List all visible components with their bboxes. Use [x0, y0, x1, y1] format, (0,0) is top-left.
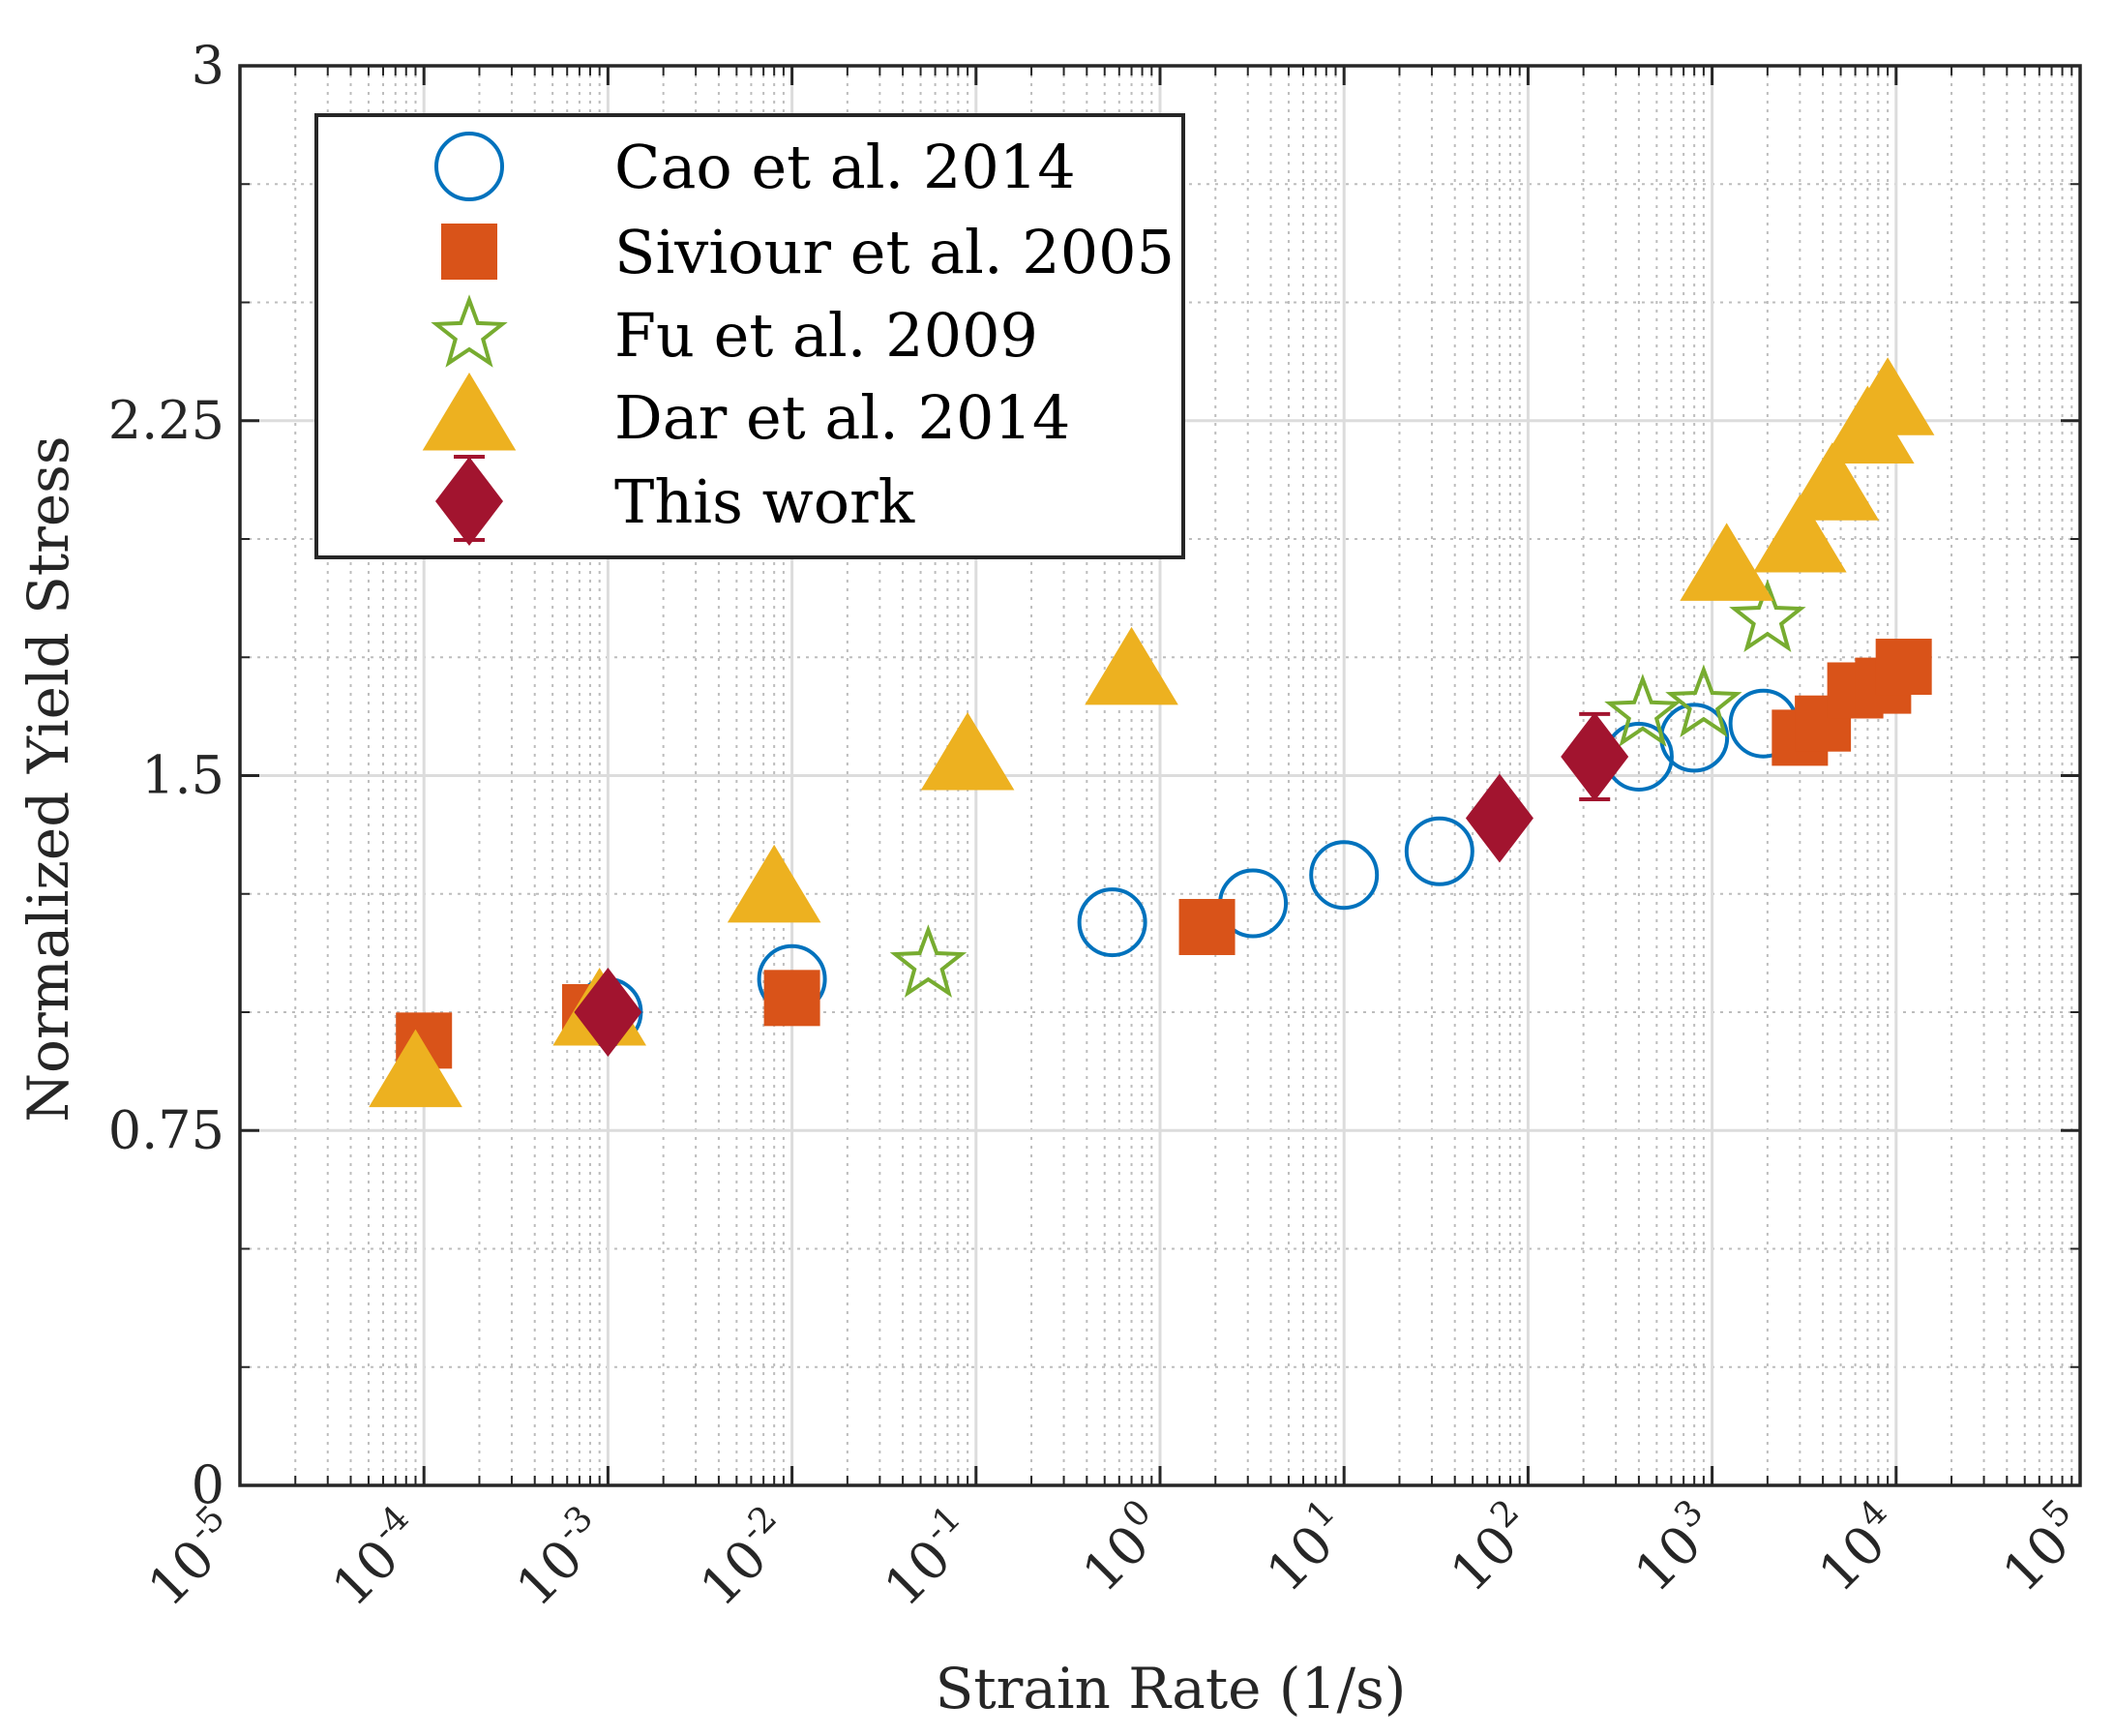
x-tick-label: 10-5 [136, 1498, 233, 1618]
data-point [1178, 898, 1236, 955]
legend-label: Fu et al. 2009 [614, 300, 1038, 371]
data-point [1309, 840, 1380, 911]
series-star [889, 579, 1806, 998]
y-axis-title: Normalized Yield Stress [15, 435, 81, 1122]
data-point [1680, 523, 1773, 601]
data-point [1085, 626, 1178, 705]
x-tick-label: 104 [1807, 1492, 1897, 1603]
legend-label: Siviour et al. 2005 [614, 217, 1175, 287]
x-tick-label: 102 [1439, 1492, 1529, 1603]
x-tick-label: 103 [1623, 1492, 1712, 1603]
data-point [1604, 673, 1682, 747]
data-point [574, 968, 642, 1057]
data-point [1465, 773, 1533, 863]
data-point [1840, 357, 1935, 435]
data-point [1665, 664, 1742, 737]
data-point [1561, 711, 1629, 801]
data-point [1077, 887, 1147, 958]
y-tick-label: 0 [192, 1454, 224, 1515]
legend-entry: Cao et al. 2014 [434, 132, 1076, 202]
series-diamond [574, 711, 1629, 1057]
data-point [369, 1029, 462, 1108]
x-tick-label: 105 [1991, 1492, 2081, 1603]
data-point [727, 844, 821, 923]
legend-marker [435, 457, 503, 546]
y-tick-label: 1.5 [141, 745, 224, 806]
x-tick-label: 101 [1255, 1492, 1345, 1603]
y-tick-label: 3 [192, 35, 224, 96]
legend-box [314, 113, 1185, 559]
data-point [763, 970, 820, 1027]
legend-marker [434, 132, 504, 201]
data-point [920, 711, 1015, 791]
data-point [1404, 816, 1474, 886]
y-tick-label: 2.25 [108, 390, 224, 451]
x-tick-label: 10-4 [320, 1498, 417, 1618]
legend: Cao et al. 2014 Siviour et al. 2005 Fu et … [314, 113, 1185, 559]
legend-entry: This work [435, 455, 915, 546]
x-tick-label: 10-3 [504, 1498, 601, 1618]
data-series [369, 357, 1935, 1108]
series-triangle [369, 357, 1935, 1108]
axes [238, 64, 2082, 1487]
x-tick-labels: 10-5 10-4 10-3 10-2 10-1 100 101 102 103 104 105 [136, 1492, 2081, 1618]
x-tick-label: 10-2 [689, 1498, 786, 1618]
legend-label: This work [614, 466, 915, 537]
legend-marker [422, 373, 517, 451]
data-point [1785, 442, 1880, 521]
data-point [1729, 579, 1806, 652]
y-tick-labels: 0 0.75 1.5 2.25 3 [108, 35, 224, 1515]
legend-entry: Fu et al. 2009 [431, 294, 1038, 371]
legend-label: Dar et al. 2014 [614, 382, 1070, 453]
data-point [1875, 639, 1932, 696]
legend-entry: Siviour et al. 2005 [441, 217, 1175, 287]
y-tick-label: 0.75 [108, 1099, 224, 1160]
x-axis-title: Strain Rate (1/s) [936, 1656, 1407, 1721]
data-point [889, 924, 968, 998]
x-tick-label: 10-1 [873, 1498, 969, 1618]
data-point [1753, 494, 1847, 573]
legend-label: Cao et al. 2014 [614, 132, 1076, 202]
x-tick-label: 100 [1071, 1492, 1161, 1603]
legend-marker [441, 224, 497, 280]
legend-marker [431, 294, 508, 368]
legend-entry: Dar et al. 2014 [422, 373, 1070, 453]
